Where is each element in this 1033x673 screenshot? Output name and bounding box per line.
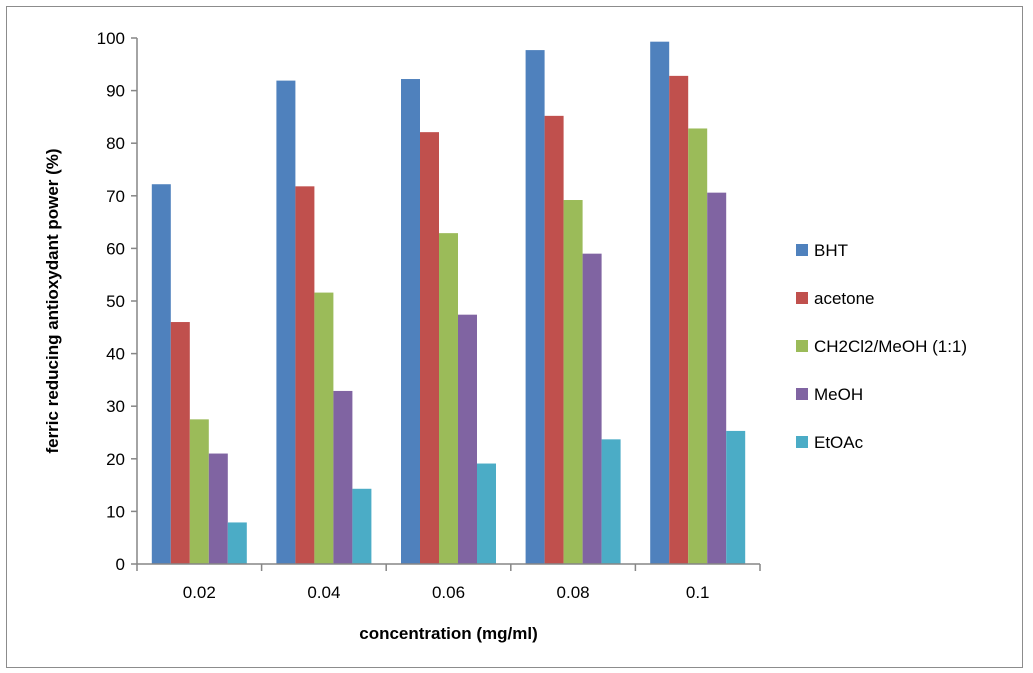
bar-ch2cl2-meoh-1-1--0.06: [439, 233, 458, 564]
x-tick-label: 0.04: [307, 583, 340, 602]
y-tick-label: 60: [106, 239, 125, 258]
axes-group: [131, 37, 761, 571]
legend-label-bht: BHT: [814, 241, 848, 260]
legend-label-etoac: EtOAc: [814, 433, 864, 452]
bar-bht-0.06: [401, 79, 420, 564]
legend-label-meoh: MeOH: [814, 385, 863, 404]
y-tick-label: 20: [106, 450, 125, 469]
x-tick-label: 0.06: [432, 583, 465, 602]
bar-acetone-0.08: [544, 115, 564, 565]
bar-meoh-0.06: [458, 314, 477, 564]
x-tick-label: 0.02: [183, 583, 216, 602]
bar-etoac-0.08: [601, 439, 621, 564]
bar-ch2cl2-meoh-1-1--0.1: [688, 128, 708, 565]
y-tick-label: 100: [97, 29, 125, 48]
bar-acetone-0.1: [669, 75, 689, 564]
y-tick-label: 70: [106, 187, 125, 206]
bar-acetone-0.06: [420, 132, 439, 565]
legend: BHT acetone CH2Cl2/MeOH (1:1) MeOH EtOAc: [796, 241, 967, 452]
legend-swatch-acetone: [796, 292, 808, 304]
x-axis-title: concentration (mg/ml): [359, 624, 538, 643]
legend-label-acetone: acetone: [814, 289, 875, 308]
bar-ch2cl2-meoh-1-1--0.08: [563, 200, 583, 564]
y-tick-label: 80: [106, 134, 125, 153]
legend-swatch-bht: [796, 244, 808, 256]
bar-ch2cl2-meoh-1-1--0.04: [314, 292, 334, 564]
bar-acetone-0.02: [170, 322, 190, 564]
bar-etoac-0.04: [352, 488, 372, 564]
bar-meoh-0.08: [582, 253, 602, 564]
legend-swatch-meoh: [796, 388, 808, 400]
bar-acetone-0.04: [295, 186, 315, 564]
bar-meoh-0.02: [208, 453, 228, 564]
bar-bht-0.02: [151, 184, 171, 564]
bar-etoac-0.06: [477, 463, 496, 564]
bar-bht-0.04: [276, 80, 296, 564]
y-tick-label: 30: [106, 397, 125, 416]
legend-swatch-etoac: [796, 436, 808, 448]
y-tick-label: 90: [106, 82, 125, 101]
y-tick-label: 40: [106, 345, 125, 364]
legend-swatch-ch2cl2-meoh-1-1-: [796, 340, 808, 352]
bar-bht-0.08: [525, 50, 545, 564]
x-tick-labels: 0.02 0.04 0.06 0.08 0.1: [183, 583, 710, 602]
bar-etoac-0.02: [227, 522, 247, 564]
y-tick-label: 50: [106, 292, 125, 311]
bar-ch2cl2-meoh-1-1--0.02: [189, 419, 209, 564]
y-axis-title: ferric reducing antioxydant power (%): [43, 148, 62, 453]
x-tick-label: 0.1: [686, 583, 710, 602]
x-tick-label: 0.08: [557, 583, 590, 602]
y-tick-label: 10: [106, 502, 125, 521]
y-tick-labels: 0 10 20 30 40 50 60 70 80 90 100: [97, 29, 125, 574]
bar-meoh-0.1: [707, 192, 727, 565]
bar-etoac-0.1: [726, 430, 746, 564]
y-tick-label: 0: [116, 555, 125, 574]
bar-meoh-0.04: [333, 390, 353, 564]
legend-label-ch2cl2-meoh-1-1-: CH2Cl2/MeOH (1:1): [814, 337, 967, 356]
bar-bht-0.1: [650, 41, 670, 564]
bars-group: [151, 41, 746, 565]
